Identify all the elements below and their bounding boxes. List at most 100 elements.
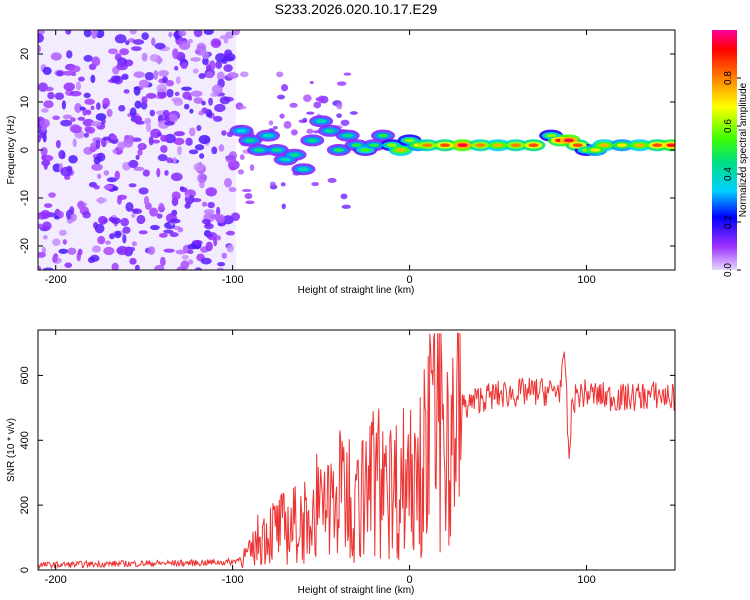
noise-blob [194,49,201,55]
noise-blob [41,154,54,162]
ridge-core [528,143,539,147]
x-tick-label: 0 [407,274,413,286]
noise-blob [103,170,110,176]
noise-blob [211,84,223,95]
spectrogram-x-ticks: -200 -100 0 100 [45,30,596,286]
noise-blob [103,184,113,190]
noise-blob [196,42,207,52]
noise-blob [340,119,350,126]
y-tick-label: 400 [19,431,31,449]
x-tick-label: -100 [222,274,244,286]
noise-blob [136,115,142,125]
noise-blob [110,134,118,141]
noise-blob [149,207,159,217]
noise-blob [306,128,314,134]
y-tick-label: 200 [19,496,31,514]
noise-blob [162,109,170,118]
noise-blob [66,50,73,59]
noise-blob [70,125,83,134]
noise-blob [313,101,322,109]
noise-blob [198,110,204,116]
noise-blob [188,127,196,137]
noise-blob [198,73,206,79]
ridge-core [351,143,362,147]
noise-blob [202,51,209,60]
noise-blob [137,148,143,156]
noise-blob [173,137,185,146]
snr-frame [37,329,676,571]
noise-blob [160,145,168,153]
ridge-core [289,153,300,157]
noise-blob [196,125,202,132]
noise-blob [201,218,211,225]
noise-blob [202,57,209,66]
ridge-core [572,143,583,147]
x-tick-label: -100 [222,574,244,586]
noise-blob [38,265,42,270]
ridge-core [599,143,610,147]
y-tick-label: 0 [19,147,31,153]
noise-blob [245,200,255,205]
noise-blob [217,261,226,267]
noise-blob [74,103,82,114]
y-tick-label: 600 [19,366,31,384]
noise-blob [221,130,227,136]
noise-blob [129,30,137,35]
noise-blob [146,122,152,132]
noise-blob [174,30,180,41]
noise-blob [212,40,222,46]
noise-blob [38,33,44,43]
noise-blob [276,94,286,100]
noise-blob [211,146,218,155]
x-tick-label: 100 [577,574,595,586]
noise-blob [121,73,129,80]
noise-blob [349,111,358,115]
noise-blob [69,90,82,97]
noise-blob [187,259,194,265]
noise-blob [90,120,102,127]
noise-blob [144,72,155,81]
noise-blob [223,64,233,73]
spectrogram-x-label: Height of straight line (km) [298,285,415,296]
noise-blob [123,89,130,94]
spectrogram-y-label: Frequency (Hz) [6,116,17,185]
noise-blob [84,98,95,105]
noise-blob [179,186,185,191]
noise-blob [47,91,55,100]
noise-blob [103,246,115,256]
noise-blob [158,202,165,211]
noise-blob [58,149,66,160]
noise-blob [132,39,145,45]
noise-blob [311,181,319,187]
noise-blob [112,149,117,154]
noise-blob [70,117,76,122]
ridge-core [634,143,645,147]
noise-blob [129,257,137,265]
noise-blob [192,68,199,74]
colorbar-tick-label: 0.0 [723,263,734,277]
ridge-core [316,119,327,123]
noise-blob [94,223,105,234]
noise-blob [142,169,150,177]
noise-blob [289,102,298,108]
noise-blob [201,100,206,106]
noise-blob [336,81,347,86]
noise-blob [160,256,166,267]
noise-blob [108,216,116,222]
noise-blob [38,223,44,229]
noise-blob [238,105,247,110]
noise-blob [244,193,253,200]
ridge-core [666,143,675,147]
noise-blob [114,34,127,44]
noise-blob [69,206,75,215]
noise-blob [191,239,203,246]
noise-blob [65,30,72,35]
noise-blob [54,92,65,100]
noise-blob [91,163,103,171]
noise-blob [62,70,74,76]
ridge-core [422,143,433,147]
noise-blob [83,92,91,99]
noise-blob [117,141,126,151]
noise-blob [149,109,155,117]
noise-blob [156,213,163,219]
